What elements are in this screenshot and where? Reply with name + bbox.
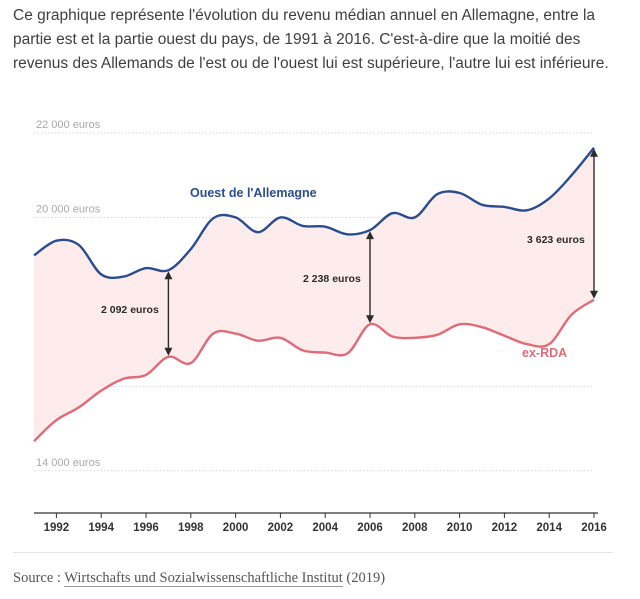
source-link[interactable]: Wirtschafts und Sozialwissenschaftliche … [64,570,343,587]
x-tick-label: 1992 [44,522,70,534]
gap-arrowhead-up [366,231,374,240]
series-line-west [33,147,595,280]
gap-annotations: 2 092 euros 2 238 euros 3 623 euros [101,148,598,356]
gap-label: 2 238 euros [303,273,361,285]
x-tick-label: 2012 [492,522,518,534]
gap-arrowhead-up [164,271,173,280]
x-tick-label: 2008 [402,522,428,534]
source-prefix: Source : [13,570,65,586]
divider [13,552,613,553]
gap-arrowhead-up [590,148,598,157]
x-tick-label: 1994 [88,522,114,534]
gap-label: 3 623 euros [527,234,585,246]
gap-arrowhead-down [366,315,374,324]
series-labels: Ouest de l'Allemagne ex-RDA [190,186,567,360]
gap-label: 2 092 euros [101,304,159,316]
x-tick-label: 2010 [447,522,473,534]
x-tick-label: 2002 [268,522,294,534]
series-line-east [33,298,595,443]
x-tick-label: 2016 [581,522,607,534]
source-note: Source : Wirtschafts und Sozialwissensch… [13,570,385,587]
income-gap-area [34,147,594,442]
series-label-west: Ouest de l'Allemagne [190,186,317,200]
gap-fill [34,147,594,442]
x-tick-label: 2004 [312,522,338,534]
series-lines [33,147,595,443]
x-tick-label: 1998 [178,522,204,534]
source-suffix: (2019) [342,570,386,586]
x-tick-label: 2000 [223,522,249,534]
x-tick-label: 2014 [536,522,562,534]
x-tick-label: 1996 [133,522,159,534]
y-grid-label: 20 000 euros [36,203,101,215]
y-grid-label: 22 000 euros [36,119,101,131]
intro-text: Ce graphique représente l'évolution du r… [13,7,609,72]
gap-arrowhead-down [164,347,173,356]
y-grid-label: 14 000 euros [36,457,101,469]
x-tick-label: 2006 [357,522,383,534]
series-label-east: ex-RDA [522,346,567,360]
x-axis: 1992 1994 1996 1998 2000 2002 2004 2006 2008 2010… [34,512,607,534]
gap-arrowhead-down [590,290,598,299]
